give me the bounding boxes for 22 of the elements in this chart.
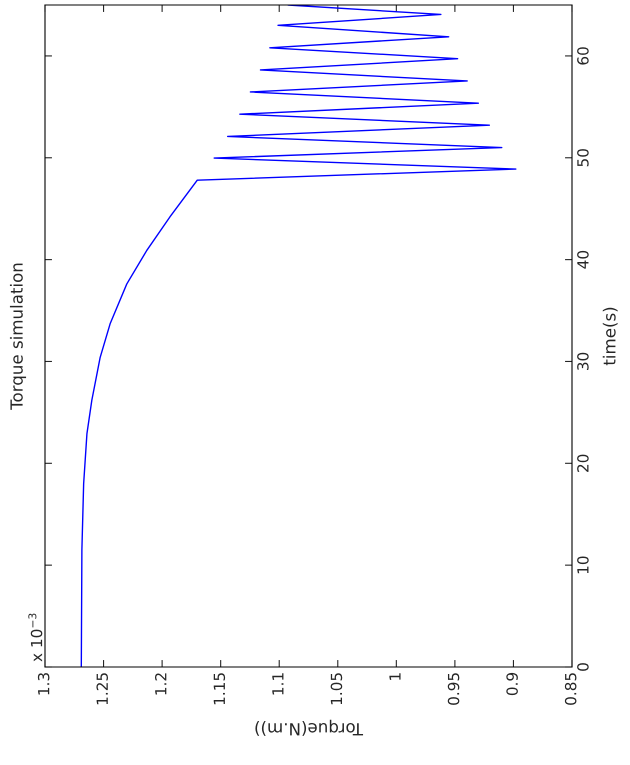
x-tick-label: 1.3 bbox=[38, 673, 50, 694]
line-series bbox=[80, 5, 516, 667]
y-tick-label: 10 bbox=[577, 556, 589, 574]
y-tick-label: 40 bbox=[577, 250, 589, 269]
y-tick-label: 0 bbox=[577, 663, 589, 671]
text: Torque simulation bbox=[10, 264, 26, 410]
y-tick-label: 20 bbox=[577, 454, 589, 472]
y-axis-title: time(s) bbox=[602, 308, 618, 366]
x-tick-label: 1 bbox=[389, 673, 401, 680]
x-tick-label: 1.15 bbox=[214, 673, 226, 704]
x-tick-label: 1.1 bbox=[272, 673, 284, 694]
text: x 10$^{−3}$ bbox=[28, 614, 42, 662]
x-tick-label: 0.9 bbox=[506, 672, 518, 696]
x-tick-label: 0.95 bbox=[448, 673, 460, 705]
x-tick-label: 1.2 bbox=[154, 673, 166, 694]
x-tick-label: 1.25 bbox=[96, 673, 108, 704]
y-tick-label: 50 bbox=[577, 149, 589, 166]
y-tick-label: 30 bbox=[577, 352, 589, 370]
y-tick-label: 60 bbox=[577, 47, 589, 65]
x-axis-title: Torque(N.m)) bbox=[255, 720, 364, 736]
x-tick-label: 0.85 bbox=[564, 673, 576, 705]
x-tick-label: 1.05 bbox=[330, 673, 342, 704]
